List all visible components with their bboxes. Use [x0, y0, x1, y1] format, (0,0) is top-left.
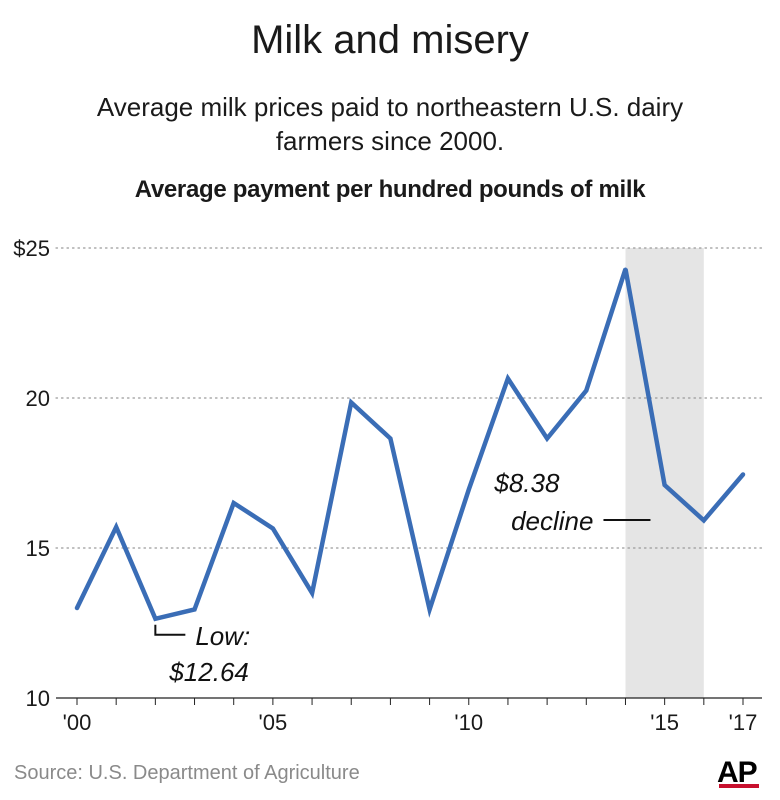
data-point: [584, 389, 588, 392]
ap-logo: AP: [717, 756, 758, 789]
price-series-line: [74, 268, 746, 622]
decline-annotation-value: $8.38: [493, 468, 560, 498]
data-point: [428, 608, 432, 611]
data-point: [506, 377, 510, 380]
data-point: [349, 401, 353, 404]
low-callout-line: [154, 624, 186, 636]
annotation-layer: Low: $12.64 $8.38 decline: [154, 468, 651, 687]
data-point: [193, 608, 197, 611]
data-point: [75, 606, 79, 610]
axis-layer: $25 20 15 10 '00 '05 '10 '15 '17: [13, 236, 757, 735]
y-tick-label: 10: [26, 686, 50, 711]
data-point: [702, 518, 706, 522]
low-annotation-label: Low:: [195, 621, 250, 651]
y-tick-label: $25: [13, 236, 50, 261]
chart-heading: Average payment per hundred pounds of mi…: [134, 176, 646, 203]
data-point: [741, 473, 745, 476]
source-note: Source: U.S. Department of Agriculture: [14, 762, 360, 784]
data-point: [388, 437, 392, 440]
data-point: [467, 488, 471, 491]
data-point: [114, 525, 118, 529]
x-tick-label: '15: [650, 710, 679, 735]
decline-annotation-label: decline: [511, 506, 593, 536]
ap-logo-bar: [719, 784, 759, 788]
line-layer: [74, 267, 746, 622]
x-tick-label: '17: [729, 710, 758, 735]
x-tick-label: '05: [259, 710, 288, 735]
data-point: [153, 617, 157, 621]
y-tick-label: 15: [26, 536, 50, 561]
y-tick-label: 20: [26, 386, 50, 411]
x-tick-label: '10: [454, 710, 483, 735]
data-point: [545, 437, 549, 440]
data-point: [663, 483, 667, 487]
data-point: [232, 501, 236, 505]
data-point: [310, 591, 314, 595]
chart-subtitle: Average milk prices paid to northeastern…: [96, 92, 684, 156]
grid-layer: [55, 247, 763, 699]
data-point: [271, 527, 275, 530]
data-point: [623, 267, 627, 271]
line-chart: $25 20 15 10 '00 '05 '10 '15 '17 Low: $12.64 $8.38…: [13, 236, 763, 735]
x-tick-label: '00: [63, 710, 92, 735]
chart-title: Milk and misery: [251, 18, 529, 62]
low-annotation-value: $12.64: [168, 657, 249, 687]
